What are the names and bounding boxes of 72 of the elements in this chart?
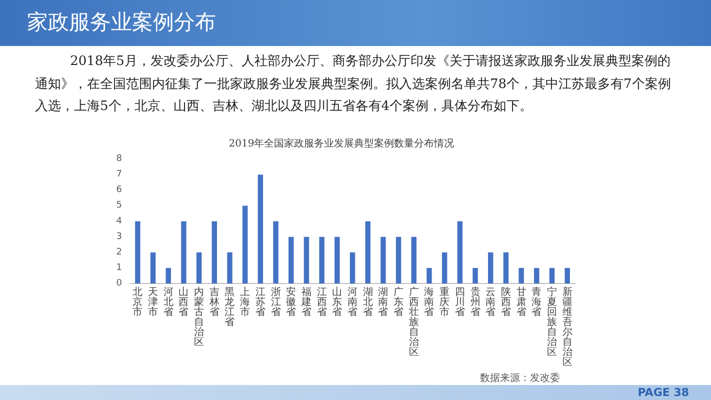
x-tick-label: 云南省	[486, 287, 496, 318]
bar	[334, 236, 340, 284]
x-tick-label: 吉林省	[209, 287, 220, 318]
x-tick-label: 山西省	[178, 287, 189, 318]
bar	[472, 268, 478, 284]
bar	[564, 268, 570, 284]
x-tick-label: 江苏省	[255, 287, 266, 318]
x-tick-label: 北京市	[132, 287, 143, 318]
x-tick-label: 上海市	[240, 287, 250, 318]
bar	[365, 221, 370, 284]
y-tick-label: 7	[116, 170, 122, 180]
bar	[488, 252, 494, 284]
x-tick-label: 新疆维吾尔自治区	[562, 287, 572, 368]
text: PAGE 38	[638, 386, 689, 400]
x-tick-label: 安徽省	[286, 287, 296, 318]
bar	[196, 252, 202, 284]
x-tick-label: 河北省	[163, 287, 174, 318]
text: 2018年5月，发改委办公厅、人社部办公厅、商务部办公厅印发《关于请报送家政服务业发展典型案例的通知》，在全国范围内征集了一批家政服务业发展典型案例。拟入选案例名单共78个，其中江苏最多有7个案例入选，上海5个，北京、山西、吉林、湖北以及四川五省各有4个案例，具体分布如下。	[35, 53, 672, 116]
source-note: 数据来源：发改委	[480, 372, 560, 385]
y-tick-label: 8	[116, 154, 122, 164]
bar	[534, 268, 540, 284]
x-tick-label: 贵州省	[470, 287, 480, 318]
y-tick-label: 2	[116, 247, 122, 258]
x-tick-label: 山东省	[332, 287, 342, 318]
bar	[518, 268, 524, 284]
bar	[181, 221, 186, 284]
bar	[350, 252, 356, 284]
bar	[442, 252, 448, 284]
chart-subtitle: 2019年全国家政服务业发展典型案例数量分布情况	[228, 138, 454, 150]
x-tick-label: 四川省	[454, 287, 465, 318]
bar	[304, 236, 310, 284]
x-tick-label: 湖南省	[378, 287, 388, 318]
chart-title: 家政服务业案例分布	[27, 9, 216, 35]
x-tick-label: 河南省	[348, 287, 358, 318]
x-tick-label: 天津市	[148, 287, 158, 318]
bar	[288, 236, 294, 284]
x-tick-label: 江西省	[316, 287, 327, 318]
bar	[227, 252, 232, 284]
x-tick-label: 青海省	[532, 287, 542, 318]
bar	[549, 268, 555, 284]
bar	[212, 221, 218, 284]
bar	[242, 206, 248, 284]
y-tick-label: 1	[116, 262, 122, 273]
x-tick-label: 黑龙江省	[224, 287, 235, 328]
bar	[396, 236, 402, 284]
bar	[135, 221, 140, 284]
x-tick-label: 广东省	[394, 287, 404, 318]
bar	[426, 268, 432, 284]
x-tick-label: 海南省	[424, 287, 434, 318]
x-tick-label: 陕西省	[500, 287, 511, 318]
x-tick-label: 重庆市	[440, 287, 450, 318]
y-tick-label: 3	[116, 232, 122, 242]
x-tick-label: 湖北省	[362, 287, 373, 318]
bar	[457, 221, 463, 284]
bar	[380, 236, 386, 284]
x-tick-label: 内蒙古自治区	[194, 287, 204, 348]
x-tick-label: 福建省	[301, 287, 312, 318]
bar	[319, 236, 324, 284]
y-tick-label: 0	[116, 278, 122, 288]
y-tick-label: 5	[116, 200, 122, 211]
bar	[503, 252, 509, 284]
bar	[150, 252, 156, 284]
x-tick-label: 广西壮族自治区	[408, 287, 419, 358]
bar	[273, 221, 278, 284]
bar	[258, 174, 264, 284]
x-tick-label: 宁夏回族自治区	[546, 287, 557, 358]
bar	[166, 268, 171, 284]
y-tick-label: 4	[116, 216, 122, 226]
x-tick-label: 甘肃省	[516, 287, 526, 318]
bar	[411, 236, 416, 284]
y-tick-label: 6	[116, 185, 122, 196]
x-tick-label: 浙江省	[270, 287, 281, 318]
